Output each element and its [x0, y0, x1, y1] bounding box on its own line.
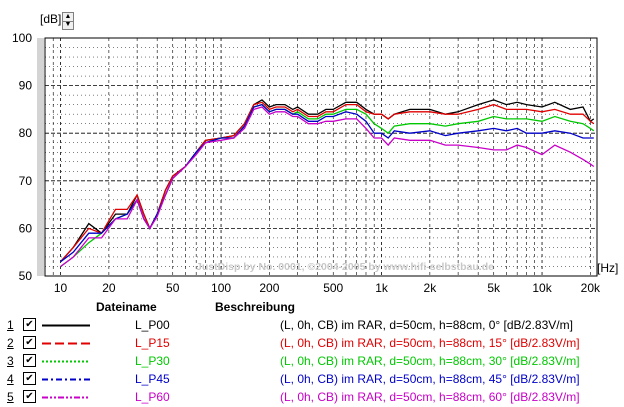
- legend-line-swatch: [42, 342, 90, 345]
- legend-checkbox[interactable]: ✔: [23, 336, 36, 349]
- legend-description: (L, 0h, CB) im RAR, d=50cm, h=88cm, 30° …: [280, 354, 580, 368]
- legend-file-name: L_P60: [135, 390, 170, 404]
- x-tick-label: 1k: [375, 281, 389, 295]
- spin-up-icon[interactable]: ▲: [63, 13, 73, 22]
- legend-line-swatch: [42, 396, 90, 399]
- legend-row: 3 ✔ L_P30 (L, 0h, CB) im RAR, d=50cm, h=88c…: [0, 353, 624, 370]
- x-tick-label: 100: [211, 281, 231, 295]
- x-tick-label: 200: [259, 281, 279, 295]
- legend-line-swatch: [42, 360, 90, 363]
- x-tick-label: 20: [102, 281, 116, 295]
- spin-down-icon[interactable]: ▼: [64, 21, 72, 28]
- legend-checkbox[interactable]: ✔: [23, 372, 36, 385]
- x-unit-label: [Hz]: [597, 261, 618, 275]
- y-tick-label: 70: [19, 174, 33, 188]
- legend-file-name: L_P15: [135, 336, 170, 350]
- y-tick-label: 80: [19, 126, 33, 140]
- legend-row-number[interactable]: 3: [7, 354, 14, 368]
- legend-row-number[interactable]: 2: [7, 336, 14, 350]
- plot-grid: [44, 38, 597, 276]
- series-group: [60, 99, 595, 268]
- y-tick-label: 100: [12, 31, 32, 45]
- legend-row-number[interactable]: 5: [7, 390, 14, 404]
- y-tick-label: 50: [19, 269, 33, 283]
- x-tick-label: 10: [54, 281, 68, 295]
- legend-checkbox[interactable]: ✔: [23, 318, 36, 331]
- legend-desc-header: Beschreibung: [215, 300, 296, 314]
- legend-row: 5 ✔ L_P60 (L, 0h, CB) im RAR, d=50cm, h=88c…: [0, 389, 624, 406]
- legend-line-swatch: [42, 378, 90, 381]
- legend-file-name: L_P00: [135, 318, 170, 332]
- legend-file-name: L_P45: [135, 372, 170, 386]
- x-tick-labels: 10 20 50 100 200 500 1k 2k 5k 10k 20k: [54, 281, 601, 295]
- x-tick-label: 2k: [424, 281, 438, 295]
- legend-table: Dateiname Beschreibung 1 ✔ L_P00 (L, 0h, CB…: [0, 300, 624, 407]
- watermark-text: JustDisp by No. 0001, ©2004-2005 by www.…: [196, 261, 494, 273]
- plot-area: [44, 37, 598, 277]
- legend-description: (L, 0h, CB) im RAR, d=50cm, h=88cm, 0° […: [280, 318, 573, 332]
- y-scale-spinner[interactable]: ▲ ▼: [62, 12, 74, 30]
- legend-file-name: L_P30: [135, 354, 170, 368]
- legend-description: (L, 0h, CB) im RAR, d=50cm, h=88cm, 15° …: [280, 336, 580, 350]
- legend-name-header: Dateiname: [96, 300, 157, 314]
- legend-checkbox[interactable]: ✔: [23, 354, 36, 367]
- legend-row: 1 ✔ L_P00 (L, 0h, CB) im RAR, d=50cm, h=88c…: [0, 317, 624, 334]
- y-tick-labels: 50 60 70 80 90 100: [12, 31, 32, 283]
- legend-line-swatch: [42, 324, 90, 327]
- x-tick-label: 5k: [487, 281, 501, 295]
- x-tick-label: 500: [323, 281, 343, 295]
- y-tick-label: 90: [19, 79, 33, 93]
- legend-row: 4 ✔ L_P45 (L, 0h, CB) im RAR, d=50cm, h=88c…: [0, 371, 624, 388]
- x-tick-label: 20k: [581, 281, 601, 295]
- legend-checkbox[interactable]: ✔: [23, 390, 36, 403]
- legend-row-number[interactable]: 4: [7, 372, 14, 386]
- legend-row: 2 ✔ L_P15 (L, 0h, CB) im RAR, d=50cm, h=88c…: [0, 335, 624, 352]
- axis-side-strip: [37, 38, 44, 276]
- legend-row-number[interactable]: 1: [7, 318, 14, 332]
- legend-description: (L, 0h, CB) im RAR, d=50cm, h=88cm, 45° …: [280, 372, 580, 386]
- y-tick-label: 60: [19, 221, 33, 235]
- x-tick-label: 10k: [532, 281, 552, 295]
- x-tick-label: 50: [166, 281, 180, 295]
- legend-description: (L, 0h, CB) im RAR, d=50cm, h=88cm, 60° …: [280, 390, 580, 404]
- y-unit-label: [dB]: [40, 12, 62, 26]
- frequency-response-chart: JustDisp by No. 0001, ©2004-2005 by www.…: [12, 31, 618, 295]
- series-line-l_p60: [60, 106, 595, 268]
